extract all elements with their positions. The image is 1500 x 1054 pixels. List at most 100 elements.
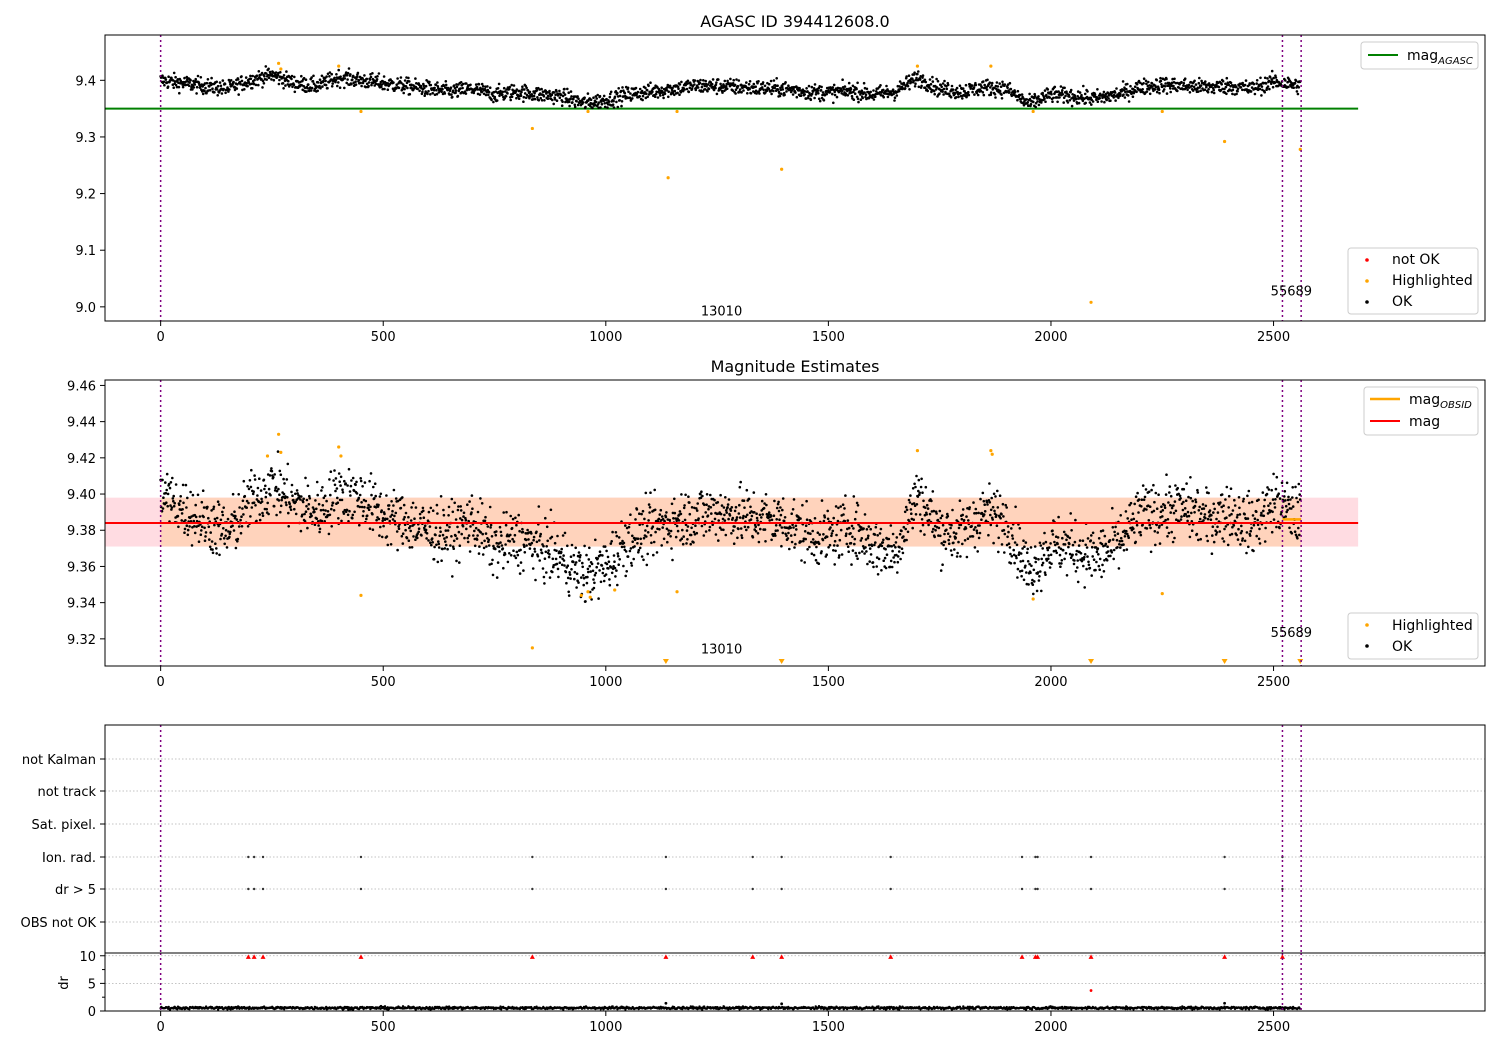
ok-point	[341, 499, 344, 502]
ok-point	[328, 478, 331, 481]
ok-point	[361, 485, 364, 488]
ok-point	[429, 525, 432, 528]
ok-point	[1200, 84, 1203, 87]
ok-point	[459, 544, 462, 547]
ok-point	[1097, 553, 1100, 556]
ok-point	[683, 504, 686, 507]
ok-point	[642, 559, 645, 562]
ok-point	[1080, 552, 1083, 555]
ok-point	[1285, 505, 1288, 508]
ok-point	[1255, 535, 1258, 538]
ok-point	[1041, 547, 1044, 550]
ok-point	[1256, 519, 1259, 522]
ok-point	[506, 92, 509, 95]
ok-point	[1166, 526, 1169, 529]
ok-point	[1034, 106, 1037, 109]
ok-point	[418, 527, 421, 530]
ok-point	[947, 84, 950, 87]
ok-point	[1132, 527, 1135, 530]
ok-point	[811, 552, 814, 555]
ok-point	[611, 572, 614, 575]
highlighted-point	[337, 65, 340, 68]
ok-point	[1122, 80, 1125, 83]
ok-point	[942, 82, 945, 85]
ok-point	[1212, 503, 1215, 506]
ok-point	[162, 496, 165, 499]
ok-point	[1092, 542, 1095, 545]
ok-point	[1071, 554, 1074, 557]
ok-point	[409, 546, 412, 549]
ok-point	[755, 512, 758, 515]
ok-point	[452, 89, 455, 92]
ok-point	[1074, 541, 1077, 544]
ok-point	[304, 477, 307, 480]
ok-point	[275, 486, 278, 489]
ok-point	[613, 560, 616, 563]
ok-point	[956, 87, 959, 90]
ok-point	[1237, 87, 1240, 90]
ok-point	[729, 514, 732, 517]
ok-point	[393, 489, 396, 492]
ok-point	[1174, 484, 1177, 487]
ok-point	[1023, 579, 1026, 582]
ok-point	[349, 73, 352, 76]
ok-point	[627, 555, 630, 558]
highlighted-point	[586, 110, 589, 113]
ok-point	[709, 494, 712, 497]
ok-point	[853, 543, 856, 546]
ok-point	[892, 556, 895, 559]
ok-point	[363, 74, 366, 77]
ok-point	[1124, 535, 1127, 538]
ok-point	[1059, 554, 1062, 557]
ok-point	[521, 528, 524, 531]
ok-point	[418, 90, 421, 93]
ok-point	[873, 98, 876, 101]
ok-point	[891, 566, 894, 569]
ok-point	[505, 95, 508, 98]
ok-point	[1014, 541, 1017, 544]
ok-point	[1043, 554, 1046, 557]
ok-point	[306, 87, 309, 90]
ok-point	[243, 480, 246, 483]
ok-point	[236, 87, 239, 90]
highlighted-point	[780, 168, 783, 171]
ok-point	[1291, 496, 1294, 499]
ok-point	[792, 526, 795, 529]
ok-point	[1278, 527, 1281, 530]
ok-point	[1267, 85, 1270, 88]
ok-point	[932, 80, 935, 83]
ok-point	[396, 549, 399, 552]
ok-point	[854, 552, 857, 555]
ok-point	[455, 560, 458, 563]
ok-point	[1023, 545, 1026, 548]
ok-point	[887, 96, 890, 99]
ok-point	[520, 561, 523, 564]
ok-point	[629, 550, 632, 553]
ok-point	[730, 509, 733, 512]
ok-point	[496, 576, 499, 579]
ok-point	[1227, 544, 1230, 547]
ok-point	[1062, 101, 1065, 104]
ok-point	[594, 539, 597, 542]
ok-point	[1134, 541, 1137, 544]
ok-point	[223, 537, 226, 540]
ok-point	[661, 526, 664, 529]
ok-point	[1244, 84, 1247, 87]
ok-point	[787, 84, 790, 87]
ok-point	[457, 509, 460, 512]
panel1-legend-points: not OK Highlighted OK	[1348, 248, 1478, 314]
ok-point	[454, 535, 457, 538]
ok-point	[341, 488, 344, 491]
x-tick-label: 1000	[589, 675, 622, 690]
ok-point	[306, 499, 309, 502]
ok-point	[1030, 546, 1033, 549]
ok-point	[435, 544, 438, 547]
ok-point	[268, 77, 271, 80]
ok-point	[874, 533, 877, 536]
ok-point	[950, 96, 953, 99]
ok-point	[614, 567, 617, 570]
ok-point	[894, 96, 897, 99]
ok-point	[743, 499, 746, 502]
